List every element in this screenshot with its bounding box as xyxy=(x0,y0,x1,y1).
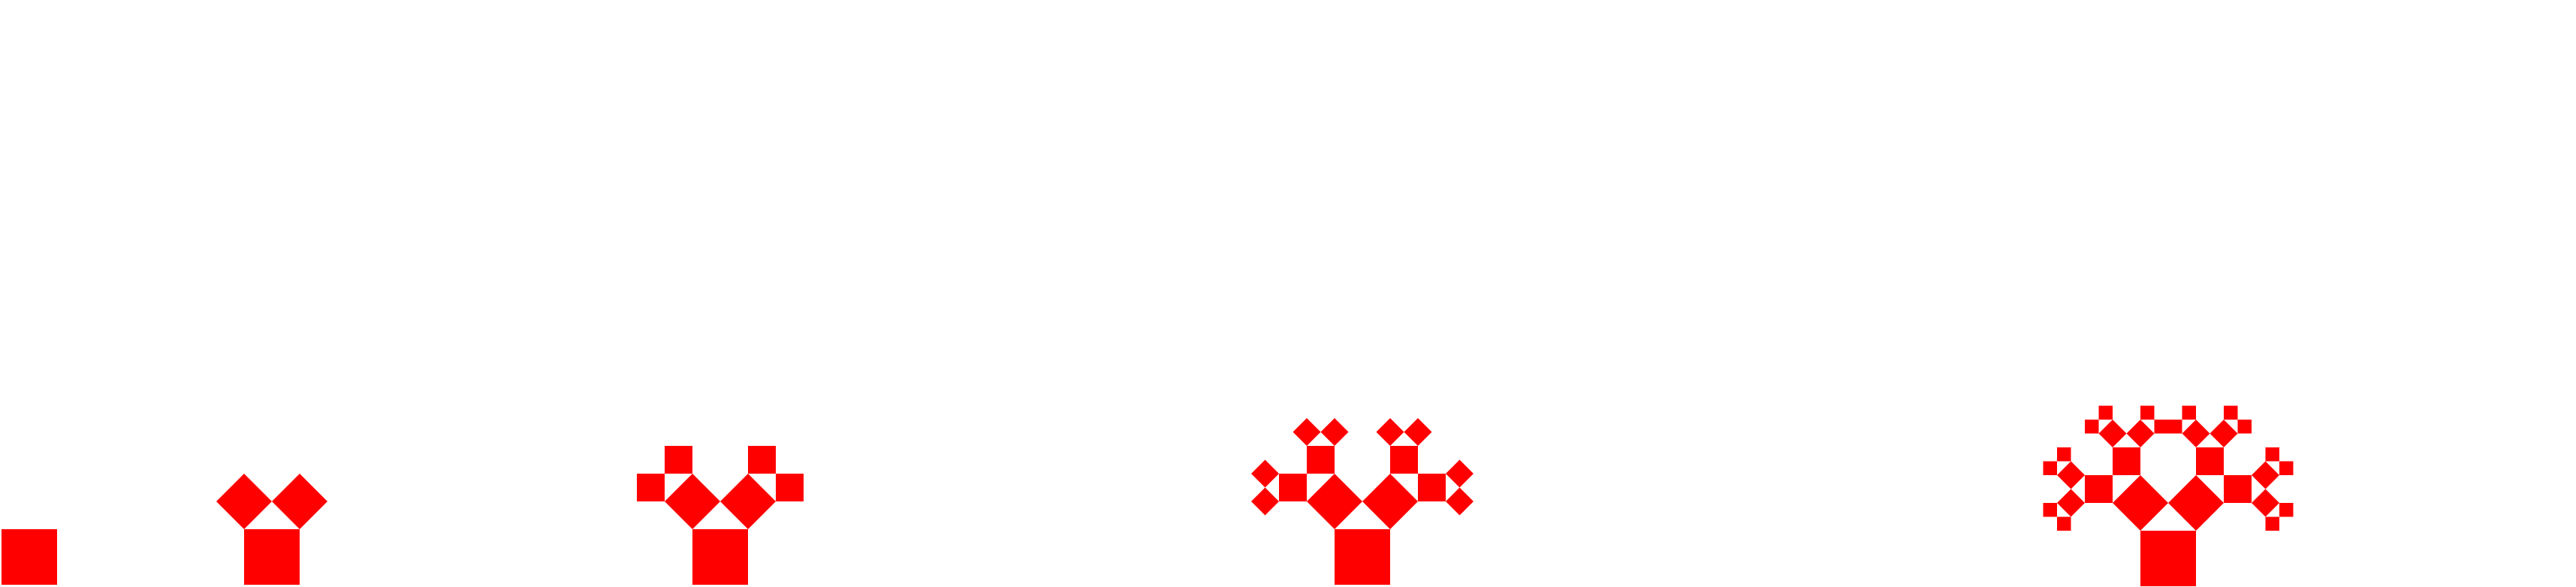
stage-4-branch-TLL xyxy=(2085,475,2113,503)
stage-4-branch-TLRLL xyxy=(2085,420,2099,434)
stage-4-branch-TLR xyxy=(2113,447,2140,475)
stage-4-branch-TLLRR xyxy=(2057,447,2071,462)
stage-3-branch-TLR xyxy=(1307,446,1335,474)
stage-4-branch-TRL xyxy=(2196,447,2224,475)
stage-4-branch-TLLLR xyxy=(2044,503,2058,517)
stage-4-branch-TLRRL xyxy=(2140,406,2155,420)
stage-4-branch-TRRRL xyxy=(2279,503,2294,517)
stage-2-branch-T xyxy=(692,529,748,585)
stage-2-branch-TRR xyxy=(776,474,804,501)
stage-2-branch-TLL xyxy=(637,474,665,501)
stage-4-branch-TRR xyxy=(2224,475,2252,503)
stage-4-branch-T xyxy=(2140,531,2196,586)
stage-4-branch-TRRLR xyxy=(2279,462,2294,476)
stage-3-branch-TRR xyxy=(1418,474,1446,501)
stage-4-branch-TRLLR xyxy=(2182,406,2197,420)
stage-4-branch-TLRRR xyxy=(2155,420,2169,434)
stage-4-branch-TRRLL xyxy=(2266,447,2280,462)
stage-4-branch-TLLRL xyxy=(2044,462,2058,476)
tree-stage-0 xyxy=(2,529,57,585)
stage-4-branch-TLRLR xyxy=(2099,406,2113,420)
stage-4-branch-TRLRL xyxy=(2224,406,2238,420)
stage-1-branch-T xyxy=(244,529,300,585)
stage-4-branch-TLLLL xyxy=(2057,517,2071,531)
stage-2-branch-TLR xyxy=(665,446,692,474)
stage-4-branch-TRRRR xyxy=(2266,517,2280,531)
stage-0-branch-T xyxy=(2,529,57,585)
stage-4-branch-TRLRR xyxy=(2238,420,2252,434)
stage-3-branch-TLL xyxy=(1279,474,1307,501)
stage-3-branch-TRL xyxy=(1390,446,1418,474)
stage-3-branch-T xyxy=(1335,529,1390,585)
stage-2-branch-TRL xyxy=(748,446,776,474)
stage-4-branch-TRLLL xyxy=(2168,420,2182,434)
